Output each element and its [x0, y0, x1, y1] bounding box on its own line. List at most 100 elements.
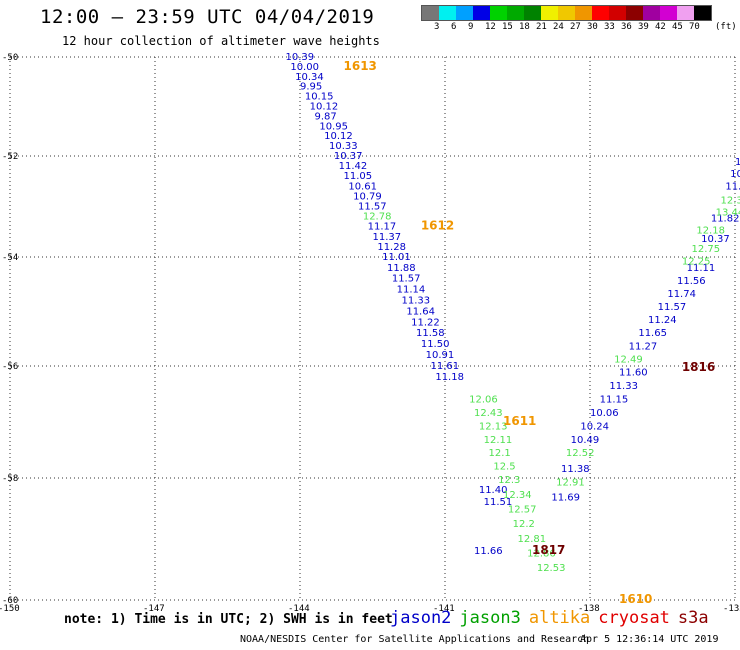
legend-swatch — [626, 6, 643, 20]
swh-point-jason2: 10.12 — [324, 131, 353, 142]
swh-point-jason3: 12.1 — [489, 448, 511, 459]
swh-point-jason2: 11.51 — [484, 497, 513, 508]
legend-swatch — [541, 6, 558, 20]
pass-time-label: 1612 — [421, 219, 454, 233]
legend-tick-label: 6 — [451, 22, 457, 32]
swh-point-jason2: 11.57 — [392, 274, 421, 285]
swh-point-jason3: 12.13 — [479, 421, 508, 432]
swh-point-jason2: 11.50 — [421, 339, 450, 350]
swh-point-jason3: 12.78 — [363, 212, 392, 223]
swh-point-jason2: 11.64 — [406, 306, 435, 317]
legend-swatch — [524, 6, 541, 20]
swh-point-jason2: 11.82 — [711, 214, 740, 225]
legend-tick-label: 39 — [638, 22, 649, 32]
swh-point-jason2: 11.24 — [648, 315, 677, 326]
swh-point-jason2: 11.65 — [638, 328, 667, 339]
swh-point-jason2: 10 — [730, 169, 740, 180]
swh-point-jason2: 10.49 — [571, 435, 600, 446]
swh-point-jason2: 11.14 — [397, 285, 426, 296]
swh-point-jason2: 11.27 — [629, 341, 658, 352]
legend-tick-label: 45 — [672, 22, 683, 32]
swh-point-jason2: 11.22 — [411, 317, 440, 328]
legend-tick-label: 12 — [485, 22, 496, 32]
swh-point-jason2: 11.88 — [387, 263, 416, 274]
swh-point-jason2: 10.95 — [319, 121, 348, 132]
footer-note: note: 1) Time is in UTC; 2) SWH is in fe… — [64, 612, 393, 627]
swh-point-jason2: 11.69 — [551, 492, 580, 503]
swh-point-jason2: 10.12 — [310, 102, 339, 113]
satellite-label-cryosat: cryosat — [598, 608, 670, 628]
swh-point-jason2: 11.01 — [382, 252, 411, 263]
swh-point-jason2: 10.91 — [426, 350, 455, 361]
swh-point-jason2: 10.37 — [334, 151, 363, 162]
legend-swatch — [575, 6, 592, 20]
swh-point-jason2: 10.24 — [580, 421, 609, 432]
legend-swatch — [660, 6, 677, 20]
swh-point-jason3: 12.57 — [508, 505, 537, 516]
swh-point-jason2: 11.17 — [368, 222, 397, 233]
swh-point-jason3: 12.43 — [474, 408, 503, 419]
swh-point-jason3: 12.91 — [556, 478, 585, 489]
pass-time-label: 1611 — [503, 414, 536, 428]
pass-time-label: 1610 — [619, 592, 652, 606]
legend-swatch — [439, 6, 456, 20]
swh-point-jason3: 12.52 — [566, 448, 595, 459]
swh-point-jason3: 12.49 — [614, 354, 643, 365]
satellite-label-altika: altika — [528, 608, 591, 628]
swh-point-jason2: 9.95 — [300, 82, 322, 93]
swh-point-jason2: 11.57 — [658, 302, 687, 313]
swh-point-jason3: 12.06 — [469, 394, 498, 405]
swh-point-jason2: 10.34 — [295, 72, 324, 83]
lat-tick-label: -54 — [2, 253, 18, 263]
pass-time-label: 1613 — [344, 59, 377, 73]
swh-point-jason2: 10.39 — [286, 52, 315, 63]
swh-point-jason2: 10.37 — [701, 234, 730, 245]
legend-swatch — [473, 6, 490, 20]
swh-point-jason3: 12.3 — [498, 475, 520, 486]
page-title: 12:00 – 23:59 UTC 04/04/2019 — [40, 6, 375, 28]
lon-tick-label: -141 — [433, 604, 455, 614]
credit-line: NOAA/NESDIS Center for Satellite Applica… — [240, 634, 590, 645]
legend-tick-label: 70 — [689, 22, 700, 32]
legend-swatch — [456, 6, 473, 20]
legend-swatch — [677, 6, 694, 20]
lat-tick-label: -52 — [2, 152, 18, 162]
legend-tick-label: 30 — [587, 22, 598, 32]
satellite-label-s3a: s3a — [677, 608, 709, 628]
swh-point-jason2: 11.38 — [561, 464, 590, 475]
swh-point-jason3: 13.44 — [716, 208, 740, 219]
lon-tick-label: -147 — [143, 604, 165, 614]
swh-point-jason2: 11.28 — [377, 242, 406, 253]
satellite-legend: jason2 jason3 altika cryosat s3a — [390, 608, 717, 628]
pass-time-label: 1816 — [682, 360, 715, 374]
swh-point-jason2: 11.11 — [687, 263, 716, 274]
swh-point-jason2: 10.33 — [329, 141, 358, 152]
swh-point-jason2: 10.61 — [348, 181, 377, 192]
lat-tick-label: -56 — [2, 362, 18, 372]
swh-point-jason2: 11.42 — [339, 161, 368, 172]
swh-point-jason3: 12.2 — [513, 519, 535, 530]
legend-swatch — [694, 6, 711, 20]
lon-tick-label: -135 — [723, 604, 740, 614]
legend-unit: (ft) — [715, 22, 737, 32]
swh-point-jason2: 11.15 — [600, 394, 629, 405]
swh-point-jason2: 11.6 — [725, 181, 740, 192]
swh-point-jason2: 11.05 — [344, 171, 373, 182]
swh-point-jason2: 11.58 — [416, 328, 445, 339]
swh-point-jason2: 11.60 — [619, 368, 648, 379]
lat-tick-label: -60 — [2, 596, 18, 606]
swh-point-jason3: 12.5 — [493, 462, 515, 473]
satellite-label-jason2: jason2 — [390, 608, 452, 628]
legend-swatches — [421, 5, 712, 21]
swh-point-jason2: 10.06 — [590, 408, 619, 419]
swh-point-jason3: 12.11 — [484, 435, 513, 446]
legend-tick-label: 33 — [604, 22, 615, 32]
swh-point-jason2: 11.33 — [402, 296, 431, 307]
lon-tick-label: -144 — [288, 604, 310, 614]
swh-point-jason2: 10.15 — [305, 92, 334, 103]
lon-tick-label: -138 — [578, 604, 600, 614]
swh-point-jason2: 11.56 — [677, 276, 706, 287]
generation-timestamp: Apr 5 12:36:14 UTC 2019 — [580, 634, 719, 645]
legend-swatch — [643, 6, 660, 20]
